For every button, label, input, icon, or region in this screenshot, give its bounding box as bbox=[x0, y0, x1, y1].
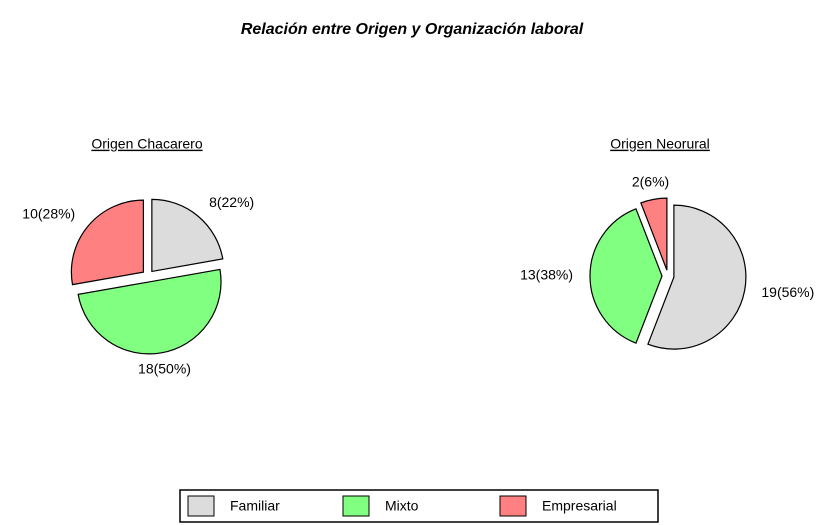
legend-label: Mixto bbox=[385, 498, 419, 514]
data-label: 10(28%) bbox=[22, 206, 75, 222]
chart-title: Relación entre Origen y Organización lab… bbox=[241, 21, 584, 38]
pie-title: Origen Chacarero bbox=[91, 136, 202, 152]
legend-swatch bbox=[187, 495, 215, 517]
legend-box bbox=[179, 489, 659, 523]
pie-slice bbox=[151, 198, 224, 273]
pie-slice bbox=[70, 199, 145, 286]
legend-swatch bbox=[342, 495, 370, 517]
legend-label: Familiar bbox=[230, 498, 280, 514]
data-label: 19(56%) bbox=[761, 284, 814, 300]
pie-title: Origen Neorural bbox=[610, 136, 710, 152]
pie-slice bbox=[589, 208, 663, 344]
data-label: 2(6%) bbox=[632, 173, 669, 189]
pie-slice bbox=[77, 268, 222, 355]
data-label: 13(38%) bbox=[520, 267, 573, 283]
data-label: 8(22%) bbox=[209, 194, 254, 210]
pie-slice bbox=[640, 197, 668, 271]
legend-label: Empresarial bbox=[542, 498, 617, 514]
legend-swatch bbox=[499, 495, 527, 517]
pie-slice bbox=[647, 204, 747, 350]
data-label: 18(50%) bbox=[138, 360, 191, 376]
